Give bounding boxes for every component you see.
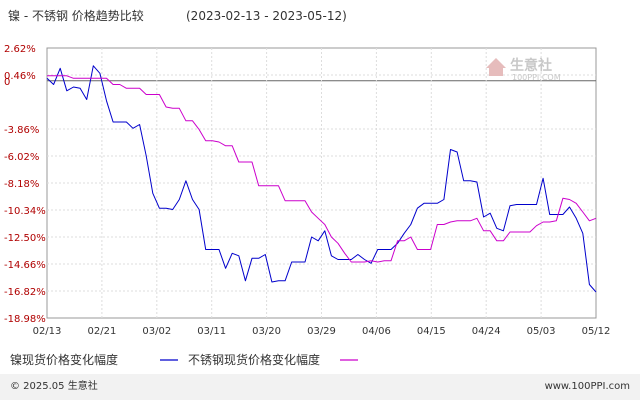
- y-tick-label: -3.86%: [4, 125, 39, 136]
- legend: 镍现货价格变化幅度 不锈钢现货价格变化幅度: [10, 352, 358, 367]
- x-tick-label: 03/29: [307, 326, 336, 337]
- y-tick-label: -6.02%: [4, 152, 39, 163]
- y-tick-label: -12.50%: [4, 233, 46, 244]
- x-tick-label: 04/24: [472, 326, 501, 337]
- footer-copyright: © 2025.05 生意社: [10, 379, 98, 392]
- y-tick-label: -16.82%: [4, 287, 46, 298]
- x-axis-ticks: 02/13 02/21 03/02 03/11 03/20 03/29 04/06 04/15…: [33, 326, 611, 337]
- x-tick-label: 03/02: [142, 326, 171, 337]
- footer-site: www.100PPI.com: [545, 381, 630, 392]
- chart-date-range: (2023-02-13 - 2023-05-12): [186, 9, 347, 23]
- grid: [47, 48, 596, 318]
- y-tick-label: 0.46%: [4, 71, 36, 82]
- x-tick-label: 04/15: [417, 326, 446, 337]
- y-axis-ticks: 2.62% 0.46%0 -3.86% -6.02% -8.18% -10.34% -12.…: [4, 44, 46, 325]
- x-tick-label: 02/13: [33, 326, 62, 337]
- y-tick-label: -14.66%: [4, 260, 46, 271]
- watermark-en: 100PPI.COM: [512, 73, 561, 82]
- x-tick-label: 03/20: [252, 326, 281, 337]
- x-tick-label: 02/21: [87, 326, 116, 337]
- y-tick-label: -18.98%: [4, 314, 46, 325]
- y-tick-label: -8.18%: [4, 179, 39, 190]
- y-tick-label: -10.34%: [4, 206, 46, 217]
- x-tick-label: 05/12: [582, 326, 611, 337]
- chart-title: 镍 - 不锈钢 价格趋势比较: [8, 8, 144, 23]
- watermark-cn: 生意社: [510, 57, 552, 74]
- legend-label-stainless: 不锈钢现货价格变化幅度: [188, 352, 320, 367]
- y-tick-label: 0: [4, 77, 10, 88]
- watermark-logo: 生意社 100PPI.COM: [486, 57, 561, 82]
- series-line-nickel: [46, 65, 597, 293]
- series-layer: [46, 65, 597, 293]
- x-tick-label: 04/06: [362, 326, 391, 337]
- y-tick-label: 2.62%: [4, 44, 36, 55]
- house-icon: [486, 58, 506, 76]
- x-tick-label: 05/03: [527, 326, 556, 337]
- series-line-stainless-steel: [47, 75, 597, 263]
- legend-label-nickel: 镍现货价格变化幅度: [10, 352, 118, 367]
- x-tick-label: 03/11: [197, 326, 226, 337]
- footer-bar: [0, 374, 640, 400]
